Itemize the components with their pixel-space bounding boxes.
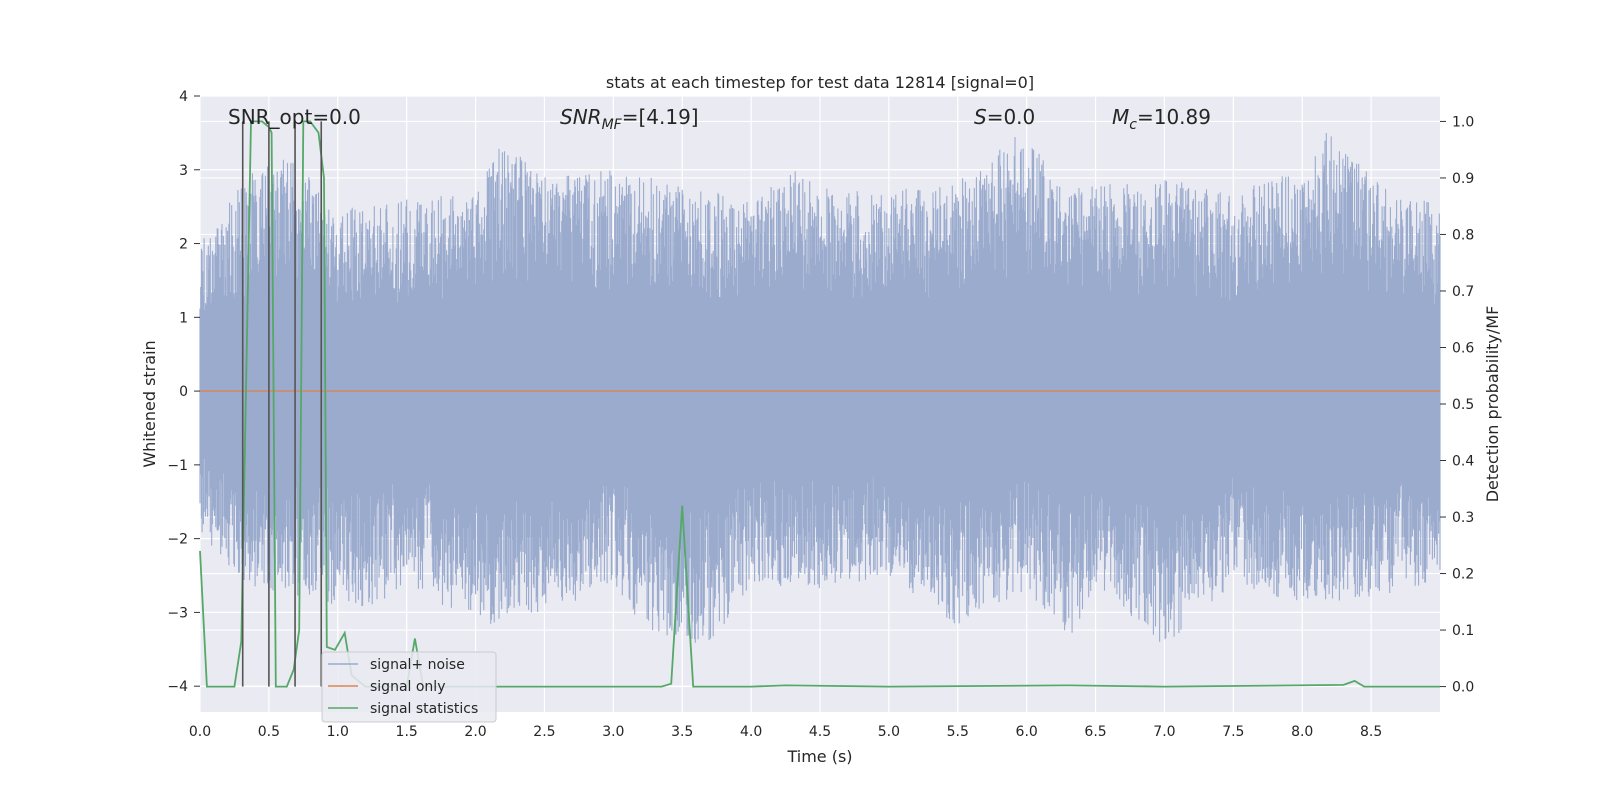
x-tick-label: 0.5 — [258, 724, 280, 740]
y-axis-ticks: 4 3 2 1 0 −1 −2 −3 −4 — [167, 89, 200, 695]
x-tick-label: 1.0 — [327, 724, 349, 740]
legend-label-noise: signal+ noise — [370, 657, 465, 673]
y2-tick-label: 0.9 — [1452, 171, 1474, 187]
y-tick-label: −4 — [167, 679, 188, 695]
marker-layer — [241, 121, 323, 687]
x-tick-label: 8.5 — [1360, 724, 1382, 740]
x-tick-label: 4.5 — [809, 724, 831, 740]
y2-tick-label: 0.5 — [1452, 397, 1474, 413]
y-tick-label: −1 — [167, 458, 188, 474]
x-tick-label: 3.0 — [602, 724, 624, 740]
x-tick-label: 5.5 — [947, 724, 969, 740]
annotation-snr-opt: SNR_opt=0.0 — [228, 105, 361, 129]
x-tick-label: 0.0 — [189, 724, 211, 740]
y2-tick-label: 0.3 — [1452, 510, 1474, 526]
x-tick-label: 1.5 — [396, 724, 418, 740]
annotation-snr-mf-main: SNR — [560, 105, 602, 129]
annotation-mc-sub: c — [1129, 117, 1137, 133]
x-axis-label: Time (s) — [786, 747, 852, 766]
x-tick-label: 2.0 — [464, 724, 486, 740]
annotation-snr-mf-value: =[4.19] — [622, 105, 699, 129]
annotation-s: S=0.0 — [974, 105, 1035, 129]
x-tick-label: 7.5 — [1222, 724, 1244, 740]
legend-label-statistics: signal statistics — [370, 701, 478, 717]
x-tick-label: 2.5 — [533, 724, 555, 740]
x-tick-label: 6.0 — [1016, 724, 1038, 740]
y2-tick-label: 0.4 — [1452, 454, 1474, 470]
noise-trace — [199, 133, 1441, 643]
y-tick-label: −2 — [167, 532, 188, 548]
y2-axis-label: Detection probability/MF — [1483, 306, 1502, 503]
annotation-s-main: S — [974, 105, 987, 129]
legend-box — [321, 651, 497, 723]
y2-tick-label: 1.0 — [1452, 114, 1474, 130]
x-tick-label: 4.0 — [740, 724, 762, 740]
x-tick-label: 7.0 — [1153, 724, 1175, 740]
y2-tick-label: 0.0 — [1452, 680, 1474, 696]
y-tick-label: −3 — [167, 605, 188, 621]
annotation-s-value: =0.0 — [987, 105, 1036, 129]
y-axis-label: Whitened strain — [140, 340, 159, 467]
y2-tick-label: 0.7 — [1452, 284, 1474, 300]
x-tick-label: 3.5 — [671, 724, 693, 740]
annotation-mc-value: =10.89 — [1137, 105, 1211, 129]
y-tick-label: 0 — [179, 384, 188, 400]
annotation-mc-main: M — [1112, 105, 1129, 129]
y2-tick-label: 0.1 — [1452, 623, 1474, 639]
x-axis-ticks: 0.0 0.5 1.0 1.5 2.0 2.5 3.0 3.5 4.0 4.5 5.0 5.5 6.0 6… — [189, 724, 1382, 740]
x-tick-label: 5.0 — [878, 724, 900, 740]
y2-axis-ticks: 1.0 0.9 0.8 0.7 0.6 0.5 0.4 0.3 0.2 0.1 0.0 — [1440, 114, 1474, 696]
annotation-snr-mf: SNRMF=[4.19] — [560, 105, 699, 133]
chart-title: stats at each timestep for test data 128… — [606, 73, 1034, 92]
y2-tick-label: 0.8 — [1452, 227, 1474, 243]
annotation-snr-mf-sub: MF — [602, 117, 623, 133]
y-tick-label: 4 — [179, 89, 188, 105]
y-tick-label: 3 — [179, 163, 188, 179]
legend: signal+ noise signal only signal statist… — [321, 651, 497, 723]
x-tick-label: 6.5 — [1084, 724, 1106, 740]
legend-label-signal-only: signal only — [370, 679, 445, 695]
y-tick-label: 2 — [179, 237, 188, 253]
annotation-mc: Mc=10.89 — [1112, 105, 1211, 133]
y-tick-label: 1 — [179, 310, 188, 326]
y2-tick-label: 0.2 — [1452, 567, 1474, 583]
y2-tick-label: 0.6 — [1452, 340, 1474, 356]
x-tick-label: 8.0 — [1291, 724, 1313, 740]
noise-layer — [199, 133, 1441, 643]
